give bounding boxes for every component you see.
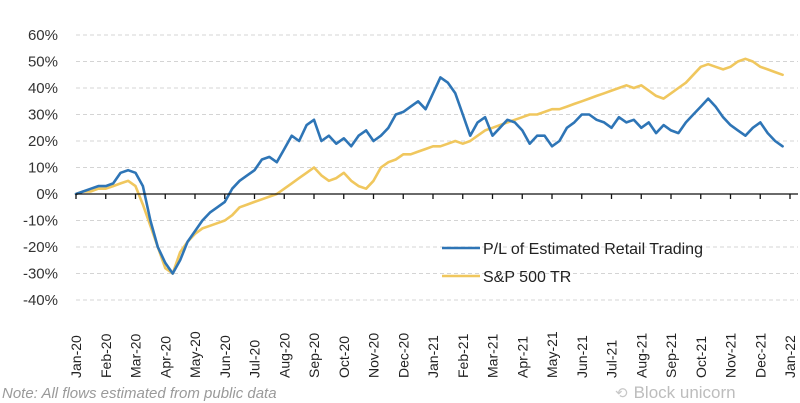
series-lines — [74, 57, 784, 275]
x-tick-label: Dec-20 — [395, 333, 411, 378]
x-tick-label: Dec-21 — [752, 333, 768, 378]
legend-label-pl-retail: P/L of Estimated Retail Trading — [483, 241, 703, 258]
x-tick-label: Mar-20 — [128, 333, 144, 378]
y-tick-label: -30% — [23, 266, 58, 283]
gridlines — [76, 34, 798, 301]
watermark-text: Block unicorn — [633, 383, 736, 402]
y-tick-label: 50% — [28, 54, 58, 71]
x-tick-label: Nov-21 — [723, 333, 739, 378]
x-axis-zero-line — [75, 193, 798, 199]
legend: P/L of Estimated Retail Trading S&P 500 … — [442, 241, 703, 286]
x-tick-label: Jan-22 — [782, 335, 798, 378]
x-tick-label: Aug-20 — [276, 333, 292, 378]
x-tick-label: Nov-20 — [366, 333, 382, 378]
y-tick-label: 10% — [28, 160, 58, 177]
x-tick-label: May-20 — [187, 331, 203, 378]
x-tick-label: Oct-20 — [336, 336, 352, 378]
x-tick-label: Jan-20 — [68, 335, 84, 378]
y-axis-ticks: 60% 50% 40% 30% 20% 10% 0% -10% -20% -30% -40% — [23, 27, 58, 309]
x-tick-label: Feb-21 — [455, 333, 471, 378]
x-tick-label: Jan-21 — [425, 335, 441, 378]
x-tick-label: Oct-21 — [693, 336, 709, 378]
watermark: ⟲ Block unicorn — [615, 383, 736, 403]
x-tick-label: Aug-21 — [633, 333, 649, 378]
legend-label-sp500: S&P 500 TR — [483, 269, 571, 286]
x-tick-label: Jul-20 — [247, 340, 263, 378]
x-tick-label: Mar-21 — [485, 333, 501, 378]
x-tick-label: Sep-20 — [306, 333, 322, 378]
series-line-pl-retail — [74, 76, 784, 275]
x-tick-label: Jun-20 — [217, 335, 233, 378]
watermark-logo-icon: ⟲ — [615, 385, 628, 402]
x-axis-ticks: Jan-20 Feb-20 Mar-20 Apr-20 May-20 Jun-20 Jul-… — [68, 331, 798, 378]
y-tick-label: 0% — [36, 186, 58, 203]
x-tick-label: Sep-21 — [663, 333, 679, 378]
x-tick-label: May-21 — [544, 331, 560, 378]
y-tick-label: 30% — [28, 107, 58, 124]
x-tick-label: Jun-21 — [574, 335, 590, 378]
y-tick-label: 40% — [28, 80, 58, 97]
y-tick-label: 60% — [28, 27, 58, 44]
x-tick-label: Apr-21 — [514, 336, 530, 378]
x-tick-label: Apr-20 — [157, 336, 173, 378]
x-tick-label: Feb-20 — [98, 333, 114, 378]
y-tick-label: -20% — [23, 239, 58, 256]
y-tick-label: -40% — [23, 292, 58, 309]
footnote: Note: All flows estimated from public da… — [2, 385, 277, 402]
y-tick-label: 20% — [28, 133, 58, 150]
y-tick-label: -10% — [23, 213, 58, 230]
x-tick-label: Jul-21 — [604, 340, 620, 378]
